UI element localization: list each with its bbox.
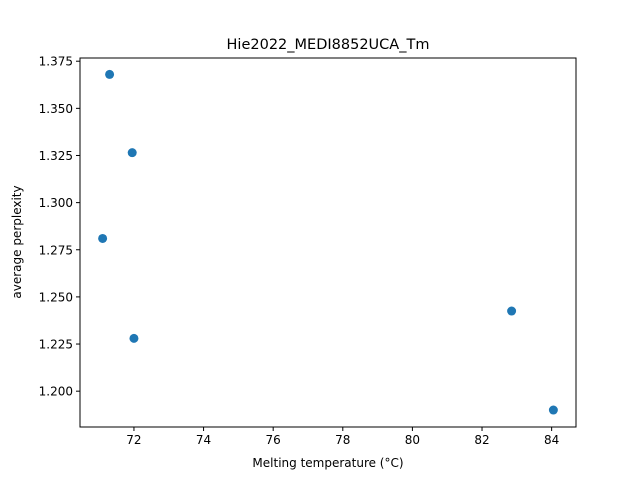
x-tick-label: 74 [196, 433, 211, 447]
x-tick-label: 82 [474, 433, 489, 447]
y-tick-label: 1.325 [39, 149, 73, 163]
y-tick-label: 1.350 [39, 102, 73, 116]
y-tick-label: 1.200 [39, 385, 73, 399]
y-axis-label: average perplexity [10, 185, 24, 298]
y-tick-label: 1.225 [39, 338, 73, 352]
y-tick-label: 1.250 [39, 290, 73, 304]
data-point [127, 148, 137, 158]
y-tick-label: 1.300 [39, 196, 73, 210]
data-point [98, 233, 108, 243]
x-tick-label: 84 [544, 433, 559, 447]
x-tick-label: 76 [266, 433, 281, 447]
chart-title: Hie2022_MEDI8852UCA_Tm [227, 37, 430, 53]
data-point [129, 333, 139, 343]
data-point [507, 306, 517, 316]
data-point [548, 405, 558, 415]
x-tick-label: 72 [126, 433, 141, 447]
x-axis-label: Melting temperature (°C) [252, 456, 403, 470]
data-point [105, 69, 115, 79]
y-tick-label: 1.375 [39, 55, 73, 69]
plot-area: 72 74 76 78 80 82 84 1.200 1.225 1.250 1.275 1.300 1… [39, 55, 577, 447]
y-tick-label: 1.275 [39, 243, 73, 257]
plot-frame [79, 57, 577, 428]
x-tick-label: 80 [405, 433, 420, 447]
x-tick-label: 78 [335, 433, 350, 447]
